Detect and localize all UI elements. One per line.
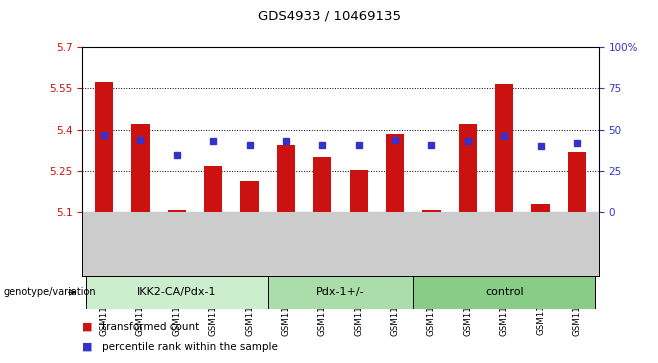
- Text: ■: ■: [82, 342, 93, 352]
- Text: IKK2-CA/Pdx-1: IKK2-CA/Pdx-1: [137, 287, 216, 297]
- Text: control: control: [485, 287, 524, 297]
- Text: percentile rank within the sample: percentile rank within the sample: [102, 342, 278, 352]
- Bar: [568, 152, 586, 212]
- Bar: [168, 209, 186, 212]
- Text: GDS4933 / 10469135: GDS4933 / 10469135: [257, 9, 401, 22]
- Bar: [459, 124, 477, 212]
- Bar: [86, 276, 268, 309]
- Bar: [95, 82, 113, 212]
- Text: transformed count: transformed count: [102, 322, 199, 332]
- Text: ■: ■: [82, 322, 93, 332]
- Bar: [495, 84, 513, 212]
- Bar: [422, 209, 441, 212]
- Bar: [349, 170, 368, 212]
- Bar: [532, 204, 549, 212]
- Bar: [204, 166, 222, 212]
- Bar: [132, 124, 149, 212]
- Text: genotype/variation: genotype/variation: [3, 287, 96, 297]
- Text: Pdx-1+/-: Pdx-1+/-: [316, 287, 365, 297]
- Bar: [268, 276, 413, 309]
- Bar: [313, 157, 332, 212]
- Bar: [413, 276, 595, 309]
- Bar: [277, 145, 295, 212]
- Bar: [386, 134, 404, 212]
- Bar: [240, 181, 259, 212]
